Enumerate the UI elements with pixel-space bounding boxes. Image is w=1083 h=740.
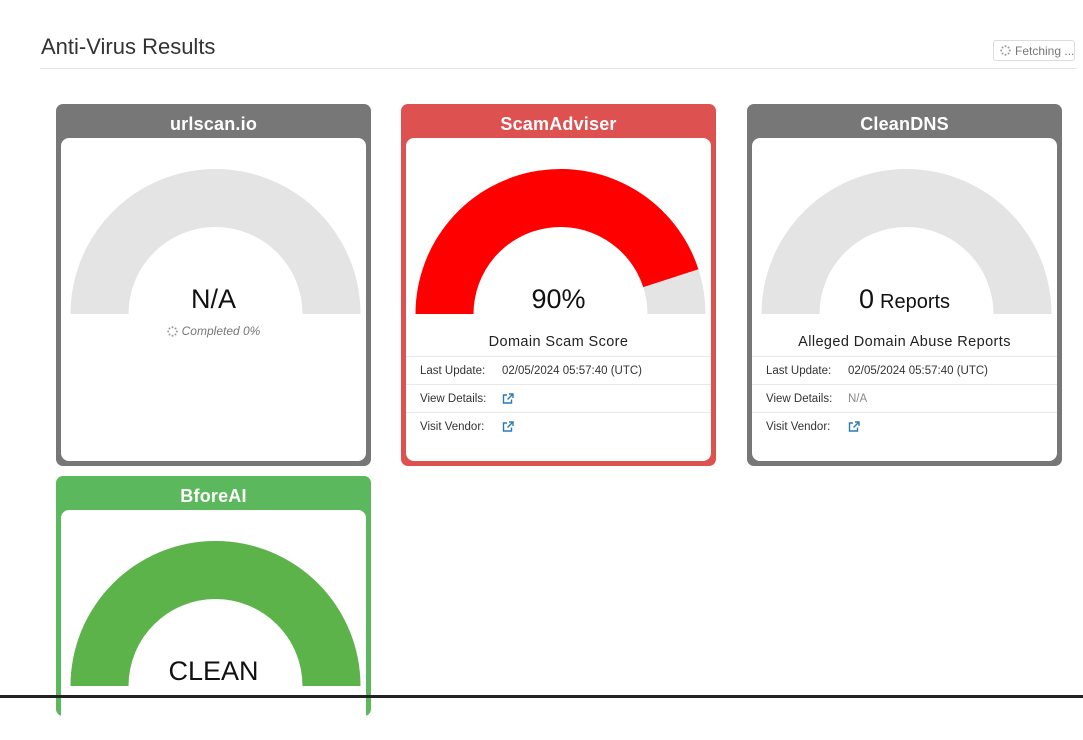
reports-unit: Reports xyxy=(880,291,951,313)
last-update-row: Last Update: 02/05/2024 05:57:40 (UTC) xyxy=(406,356,711,384)
gauge-chart xyxy=(761,168,1052,314)
row-label: Visit Vendor: xyxy=(420,420,485,433)
view-details-row: View Details: xyxy=(406,384,711,412)
card-title: urlscan.io xyxy=(169,114,258,134)
gauge-chart xyxy=(415,168,706,314)
view-details-row: View Details: N/A xyxy=(752,384,1057,412)
fetching-button[interactable]: Fetching ... xyxy=(993,40,1075,61)
reports-count: 0 xyxy=(858,284,874,314)
gauge-chart xyxy=(70,168,361,314)
spinner-icon xyxy=(166,325,178,337)
gauge-fill xyxy=(415,168,699,314)
gauge-value: 90% xyxy=(531,284,586,314)
card-urlscan: urlscan.io N/A Completed 0% xyxy=(56,104,371,466)
last-update-row: Last Update: 02/05/2024 05:57:40 (UTC) xyxy=(752,356,1057,384)
card-body: CLEAN xyxy=(61,510,366,740)
page-bottom-border xyxy=(0,695,1083,698)
row-label: Visit Vendor: xyxy=(766,420,831,433)
gauge-caption: Alleged Domain Abuse Reports xyxy=(798,334,1011,350)
page-title: Anti-Virus Results xyxy=(41,34,216,59)
row-label: Last Update: xyxy=(766,364,832,377)
completed-status: Completed 0% xyxy=(61,324,366,338)
header-divider xyxy=(40,68,1077,69)
gauge-value: 0 Reports xyxy=(752,284,1057,315)
card-body: N/A Completed 0% xyxy=(61,138,366,461)
card-scamadviser: ScamAdviser 90% Domain Scam Score Last U… xyxy=(401,104,716,466)
card-body: 0 Reports Alleged Domain Abuse Reports La… xyxy=(752,138,1057,461)
card-title: CleanDNS xyxy=(860,114,949,134)
external-link-icon[interactable] xyxy=(848,420,860,433)
gauge-caption: Domain Scam Score xyxy=(488,334,629,350)
gauge-chart xyxy=(70,540,361,686)
row-value: 02/05/2024 05:57:40 (UTC) xyxy=(848,364,989,377)
row-label: View Details: xyxy=(420,392,487,405)
card-title: ScamAdviser xyxy=(500,114,617,134)
row-label: View Details: xyxy=(766,392,833,405)
row-value: N/A xyxy=(848,392,868,405)
external-link-icon[interactable] xyxy=(502,420,514,433)
gauge-track xyxy=(761,168,1052,314)
gauge-value: N/A xyxy=(190,284,236,314)
row-value: 02/05/2024 05:57:40 (UTC) xyxy=(502,364,643,377)
visit-vendor-row: Visit Vendor: xyxy=(406,412,711,440)
completed-label: Completed 0% xyxy=(181,324,261,338)
gauge-track xyxy=(70,168,361,314)
gauge-fill xyxy=(70,540,361,686)
fetching-label: Fetching ... xyxy=(1015,43,1075,58)
external-link-icon[interactable] xyxy=(502,392,514,405)
details-list: Last Update: 02/05/2024 05:57:40 (UTC) V… xyxy=(752,356,1057,440)
gauge-value: CLEAN xyxy=(168,656,259,686)
visit-vendor-row: Visit Vendor: xyxy=(752,412,1057,440)
spinner-icon xyxy=(1000,45,1011,56)
card-body: 90% Domain Scam Score Last Update: 02/05… xyxy=(406,138,711,461)
row-label: Last Update: xyxy=(420,364,486,377)
card-title: BforeAI xyxy=(180,486,247,506)
details-list: Last Update: 02/05/2024 05:57:40 (UTC) V… xyxy=(406,356,711,440)
card-bforeai: BforeAI CLEAN xyxy=(56,476,371,740)
card-cleandns: CleanDNS 0 Reports Alleged Domain Abuse R… xyxy=(747,104,1062,466)
